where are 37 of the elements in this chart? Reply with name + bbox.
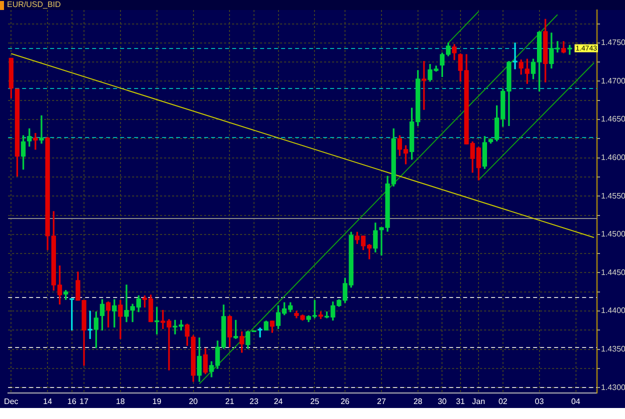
y-tick-label: 1.4700 [601, 76, 625, 86]
x-tick-label: 30 [438, 397, 448, 406]
x-tick-label: Jan [472, 397, 486, 406]
y-tick-label: 1.4650 [601, 114, 625, 124]
x-tick-label: 23 [250, 397, 259, 406]
candlestick [88, 310, 92, 339]
x-tick-label: 04 [571, 397, 581, 406]
x-tick-label: 20 [188, 397, 198, 406]
candlestick [39, 115, 44, 144]
x-tick-label: 26 [340, 397, 350, 406]
x-tick-label: 17 [80, 397, 89, 406]
x-tick-label: 28 [413, 397, 423, 406]
x-tick-label: 31 [456, 397, 466, 406]
x-tick-label: Dec [4, 397, 18, 406]
x-tick-label: 16 [67, 397, 77, 406]
x-tick-label: 14 [43, 397, 53, 406]
y-tick-label: 1.4300 [601, 382, 625, 392]
x-tick-label: 21 [225, 397, 235, 406]
y-tick-label: 1.4450 [601, 268, 625, 277]
x-tick-label: 19 [152, 397, 162, 406]
x-tick-label: 24 [274, 397, 284, 406]
x-tick-label: 25 [310, 397, 320, 406]
y-tick-label: 1.4600 [601, 153, 625, 162]
x-tick-label: 02 [498, 397, 508, 406]
y-tick-label: 1.4550 [601, 191, 625, 200]
y-tick-label: 1.4500 [601, 230, 625, 239]
x-tick-label: 18 [116, 397, 126, 406]
x-tick-label: 27 [377, 397, 386, 406]
y-tick-label: 1.4750 [601, 38, 625, 48]
y-tick-label: 1.4350 [601, 344, 625, 354]
candlestick [512, 42, 518, 70]
chart-title: EUR/USD_BID [7, 0, 62, 10]
candlestick [258, 328, 262, 338]
candlestick [422, 60, 426, 110]
candlestick [33, 132, 38, 150]
y-tick-label: 1.4400 [601, 306, 625, 316]
x-tick-label: 03 [534, 397, 544, 406]
